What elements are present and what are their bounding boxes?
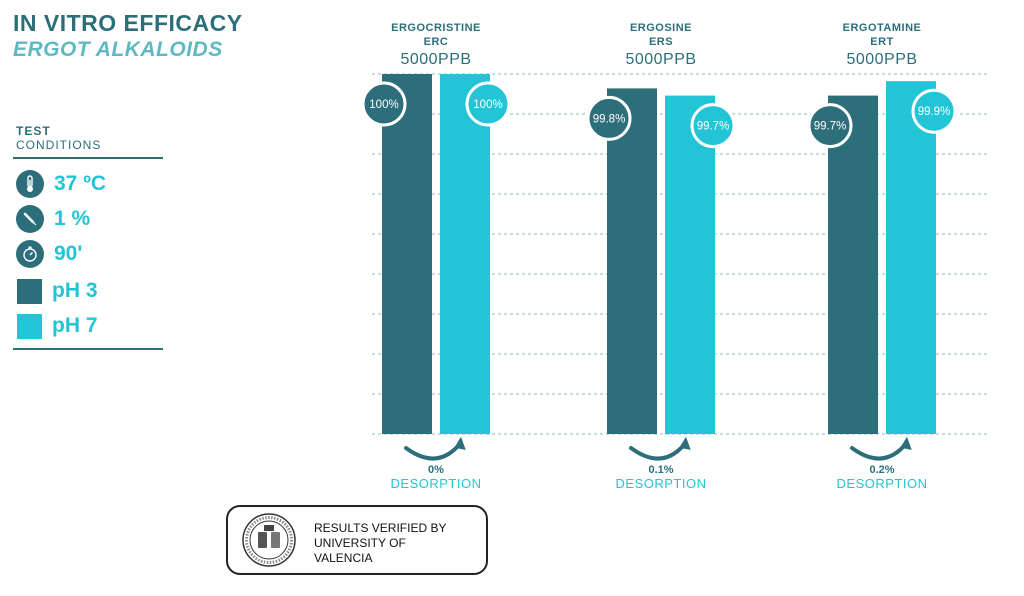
value-badge (465, 81, 511, 127)
category-code: ERC (424, 36, 449, 48)
desorption-value: 0.2% (869, 464, 894, 476)
desorption-label: DESORPTION (837, 476, 928, 491)
data-label: 99.9% (918, 106, 951, 118)
data-label: 100% (473, 99, 502, 111)
desorption-arrowhead-icon (900, 436, 912, 450)
condition-dose: 1 % (16, 204, 90, 234)
desorption-arrowhead-icon (679, 436, 691, 450)
condition-dose-value: 1 % (54, 207, 91, 230)
desorption-arrow-icon (850, 444, 906, 461)
data-label: 99.7% (814, 121, 847, 133)
legend-item-ph7: pH 7 (16, 311, 98, 341)
bar-ph3 (607, 88, 657, 435)
condition-time: 90' (16, 239, 82, 269)
category-code: ERS (649, 36, 673, 48)
bar-ph3 (828, 95, 878, 434)
conditions-heading-bold: TEST (16, 124, 51, 138)
verification-badge: RESULTS VERIFIED BY UNIVERSITY OF VALENC… (226, 505, 488, 575)
data-label: 100% (369, 99, 398, 111)
stopwatch-icon (16, 240, 44, 268)
page-title: IN VITRO EFFICACY (13, 10, 243, 36)
badge-line-1: RESULTS VERIFIED BY (314, 521, 447, 535)
category-concentration: 5000PPB (846, 51, 917, 68)
badge-line-3: VALENCIA (314, 551, 373, 565)
condition-temperature-value: 37 ºC (54, 172, 107, 195)
bar-ph7 (886, 81, 936, 434)
dropper-icon (16, 205, 44, 233)
desorption-arrow-icon (629, 444, 685, 461)
legend-item-ph3: pH 3 (16, 276, 98, 306)
university-seal-icon (242, 513, 296, 567)
condition-temperature: 37 ºC (16, 169, 106, 199)
desorption-arrowhead-icon (454, 436, 466, 450)
category-concentration: 5000PPB (400, 51, 471, 68)
value-badge (586, 95, 632, 141)
value-badge (690, 103, 736, 149)
value-badge (911, 88, 957, 134)
page-subtitle: ERGOT ALKALOIDS (13, 38, 223, 61)
condition-time-value: 90' (54, 242, 83, 265)
thermometer-icon (16, 170, 44, 198)
desorption-label: DESORPTION (391, 476, 482, 491)
legend-swatch-ph3 (17, 278, 42, 304)
bar-ph7 (665, 95, 715, 434)
conditions-top-divider (13, 157, 163, 159)
data-label: 99.8% (593, 113, 626, 125)
legend-swatch-ph7 (17, 313, 42, 339)
desorption-value: 0.1% (648, 464, 673, 476)
category-name: ERGOSINE (630, 22, 692, 34)
data-label: 99.7% (697, 121, 730, 133)
desorption-label: DESORPTION (616, 476, 707, 491)
category-concentration: 5000PPB (625, 51, 696, 68)
desorption-arrow-icon (404, 444, 460, 461)
badge-line-2: UNIVERSITY OF (314, 536, 406, 550)
category-name: ERGOTAMINE (843, 22, 922, 34)
desorption-value: 0% (428, 464, 444, 476)
value-badge (807, 103, 853, 149)
conditions-heading: CONDITIONS (16, 138, 102, 152)
conditions-bottom-divider (13, 348, 163, 350)
category-name: ERGOCRISTINE (391, 22, 481, 34)
category-code: ERT (870, 36, 894, 48)
value-badge (361, 81, 407, 127)
bar-ph7 (440, 74, 490, 434)
legend-label-ph3: pH 3 (52, 279, 98, 302)
legend-label-ph7: pH 7 (52, 314, 98, 337)
bar-ph3 (382, 74, 432, 434)
